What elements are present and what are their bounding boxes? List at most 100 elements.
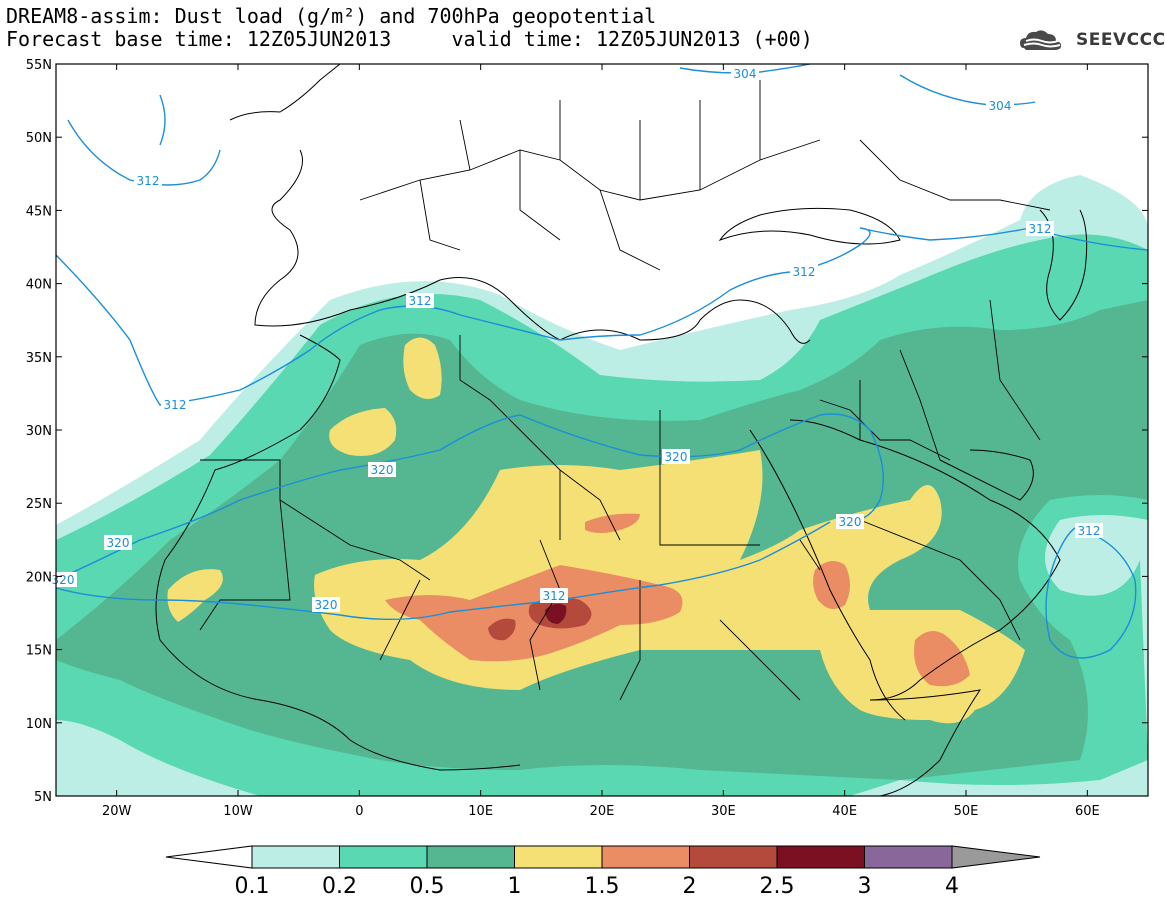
- contour-label: 312: [164, 398, 187, 412]
- lon-label: 40E: [832, 804, 857, 819]
- persian-gulf-coast: [939, 449, 1034, 501]
- colorbar-tick-label: 2.5: [760, 874, 795, 899]
- contour-label: 320: [839, 515, 862, 529]
- black-sea-coast: [718, 207, 901, 245]
- contour-label-bg: [1075, 523, 1103, 538]
- lat-label: 20N: [26, 570, 52, 585]
- lon-label: 50E: [954, 804, 979, 819]
- lat-label: 10N: [26, 717, 52, 732]
- dust-band-1-5-libya: [585, 513, 640, 533]
- contour-label-bg: [790, 264, 818, 279]
- lon-label: 60E: [1075, 804, 1100, 819]
- lon-label: 20E: [590, 804, 615, 819]
- lat-label: 25N: [26, 497, 52, 512]
- contour-label: 320: [52, 573, 75, 587]
- colorbar-segment: [864, 845, 953, 869]
- logo-text: SEEVCCC: [1076, 30, 1165, 50]
- contour-label-bg: [1026, 221, 1054, 236]
- caspian-coast: [1039, 209, 1088, 321]
- contour-312-arabian: [1045, 527, 1137, 659]
- coastlines: [155, 64, 1088, 796]
- dust-band-2: [488, 618, 516, 641]
- contour-label: 312: [409, 294, 432, 308]
- country-borders: [199, 80, 1051, 701]
- colorbar-segment: [251, 845, 340, 869]
- contour-label: 320: [315, 598, 338, 612]
- colorbar-segment: [776, 845, 865, 869]
- colorbar-tick-label: 3: [858, 874, 872, 899]
- contour-label: 320: [371, 463, 394, 477]
- dust-fields: [56, 175, 1148, 796]
- colorbar-tick-label: 0.1: [235, 874, 270, 899]
- contour-label-bg: [161, 397, 189, 412]
- contour-label-bg: [104, 535, 132, 550]
- contour-labels: 312 304 304 312 312 312 312 312 320 320 320 320 320 3…: [49, 66, 1103, 612]
- contour-label-bg: [406, 293, 434, 308]
- colorbar-tick-label: 2: [683, 874, 697, 899]
- colorbar-segment: [426, 845, 515, 869]
- lat-label: 15N: [26, 644, 52, 659]
- contour-label: 312: [793, 265, 816, 279]
- colorbar-low-triangle: [165, 845, 253, 869]
- dust-band-1-west: [329, 408, 397, 456]
- contour-312-north: [679, 64, 811, 74]
- lon-label: 0: [355, 804, 363, 819]
- contour-label: 312: [1029, 222, 1052, 236]
- horn-of-africa-coast: [869, 689, 982, 796]
- lat-label: 50N: [26, 131, 52, 146]
- contour-label: 312: [137, 174, 160, 188]
- contour-label: 320: [107, 536, 130, 550]
- contour-312-main: [56, 227, 1148, 406]
- africa-coast: [155, 334, 521, 771]
- lon-label: 10W: [223, 804, 253, 819]
- dust-band-1-5-yemen: [914, 631, 970, 687]
- contour-label: 320: [665, 450, 688, 464]
- lon-label: 30E: [711, 804, 736, 819]
- contour-label: 304: [989, 99, 1012, 113]
- longitude-axis: 20W 10W 0 10E 20E 30E 40E 50E 60E: [102, 64, 1100, 819]
- dust-band-1-5-red-sea: [813, 561, 850, 609]
- contour-320-north: [56, 413, 885, 581]
- colorbar-tick-label: 4: [945, 874, 959, 899]
- middle-east-borders: [819, 299, 1041, 641]
- cloud-logo-icon: [1020, 30, 1062, 50]
- colorbar-tick-label: 0.2: [322, 874, 357, 899]
- map-title: DREAM8-assim: Dust load (g/m²) and 700hP…: [6, 4, 657, 28]
- contour-label-bg: [986, 98, 1014, 113]
- forecast-time-line: Forecast base time: 12Z05JUN2013 valid t…: [6, 27, 813, 51]
- lon-label: 10E: [468, 804, 493, 819]
- dust-band-1-wafrica: [167, 569, 223, 622]
- lat-label: 55N: [26, 58, 52, 73]
- contour-label-bg: [731, 66, 759, 81]
- contour-320-south: [56, 521, 831, 621]
- latitude-axis: 55N 50N 45N 40N 35N 30N 25N 20N 15N 10N 5N: [26, 58, 1148, 805]
- colorbar-tick-label: 0.5: [410, 874, 445, 899]
- contour-label-bg: [662, 449, 690, 464]
- geopotential-contours: [56, 64, 1148, 659]
- lat-label: 30N: [26, 424, 52, 439]
- sahara-borders: [199, 335, 821, 701]
- red-sea-coast: [749, 429, 906, 721]
- contour-label: 304: [734, 67, 757, 81]
- colorbar-tick-label: 1: [508, 874, 522, 899]
- contour-label: 312: [1078, 524, 1101, 538]
- europe-coast: [229, 64, 811, 344]
- dust-band-1-north: [403, 337, 442, 399]
- arabia-coast: [789, 419, 1061, 701]
- colorbar-segment: [514, 845, 603, 869]
- contour-label-bg: [540, 588, 568, 603]
- colorbar-segment: [689, 845, 778, 869]
- colorbar-tick-label: 1.5: [585, 874, 620, 899]
- contour-label-bg: [312, 597, 340, 612]
- dust-band-2-5: [545, 603, 567, 624]
- lat-label: 40N: [26, 278, 52, 293]
- contour-label-bg: [836, 514, 864, 529]
- colorbar-segment: [601, 845, 690, 869]
- lat-label: 45N: [26, 204, 52, 219]
- colorbar-high-triangle: [951, 845, 1041, 869]
- contour-label-bg: [134, 173, 162, 188]
- lat-label: 5N: [34, 790, 52, 805]
- contour-label: 312: [543, 589, 566, 603]
- colorbar-segment: [339, 845, 428, 869]
